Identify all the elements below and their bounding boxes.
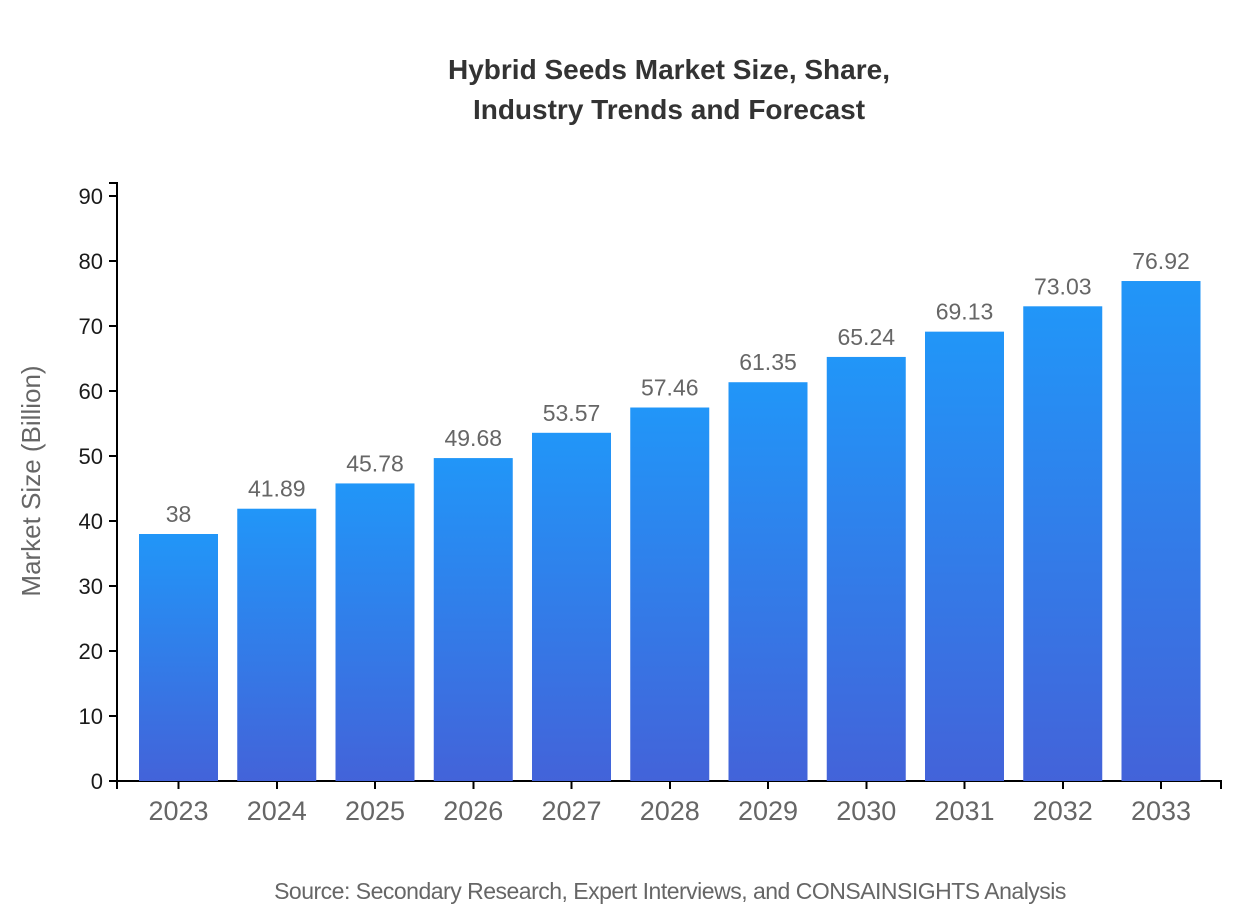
bar-value-label: 41.89 xyxy=(248,476,306,502)
bar-value-label: 76.92 xyxy=(1132,248,1190,274)
y-tick-label: 0 xyxy=(91,769,103,794)
y-tick-label: 50 xyxy=(79,444,103,469)
bar xyxy=(1023,306,1103,781)
bar-value-label: 61.35 xyxy=(739,349,797,375)
bar xyxy=(335,483,415,781)
x-category-label: 2029 xyxy=(738,796,798,826)
x-category-label: 2027 xyxy=(541,796,601,826)
y-axis xyxy=(109,182,118,781)
bar-value-label: 57.46 xyxy=(641,375,699,401)
y-tick-label: 20 xyxy=(79,639,103,664)
bar-value-label: 53.57 xyxy=(543,400,601,426)
source-note: Source: Secondary Research, Expert Inter… xyxy=(274,878,1066,904)
chart-title-line2: Industry Trends and Forecast xyxy=(472,94,866,125)
bar-value-label: 38 xyxy=(166,501,192,527)
chart-title: Hybrid Seeds Market Size, Share, Industr… xyxy=(117,50,1221,130)
bar xyxy=(237,508,317,781)
chart-title-line1: Hybrid Seeds Market Size, Share, xyxy=(448,54,890,85)
y-tick-label: 80 xyxy=(79,249,103,274)
x-category-label: 2030 xyxy=(836,796,896,826)
x-category-label: 2024 xyxy=(247,796,307,826)
x-category-label: 2032 xyxy=(1033,796,1093,826)
y-tick-label: 40 xyxy=(79,509,103,534)
bar xyxy=(728,382,808,781)
bar-value-label: 65.24 xyxy=(837,324,895,350)
y-tick-label: 60 xyxy=(79,379,103,404)
bar xyxy=(925,331,1004,781)
x-category-label: 2026 xyxy=(443,796,503,826)
bar xyxy=(630,407,710,781)
x-category-label: 2025 xyxy=(345,796,405,826)
bar xyxy=(1121,281,1201,781)
x-category-label: 2033 xyxy=(1131,796,1191,826)
y-tick-label: 10 xyxy=(79,704,103,729)
bar xyxy=(532,432,611,781)
y-tick-label: 90 xyxy=(79,184,103,209)
y-tick-label: 30 xyxy=(79,574,103,599)
x-category-label: 2028 xyxy=(640,796,700,826)
bar xyxy=(433,458,513,781)
bar-value-label: 49.68 xyxy=(444,425,502,451)
bar xyxy=(826,356,906,781)
x-category-label: 2031 xyxy=(934,796,994,826)
bar xyxy=(139,534,218,781)
bar-value-label: 45.78 xyxy=(346,450,404,476)
y-tick-label: 70 xyxy=(79,314,103,339)
bar-value-label: 69.13 xyxy=(936,299,994,325)
bar-value-label: 73.03 xyxy=(1034,273,1092,299)
x-category-label: 2023 xyxy=(148,796,208,826)
